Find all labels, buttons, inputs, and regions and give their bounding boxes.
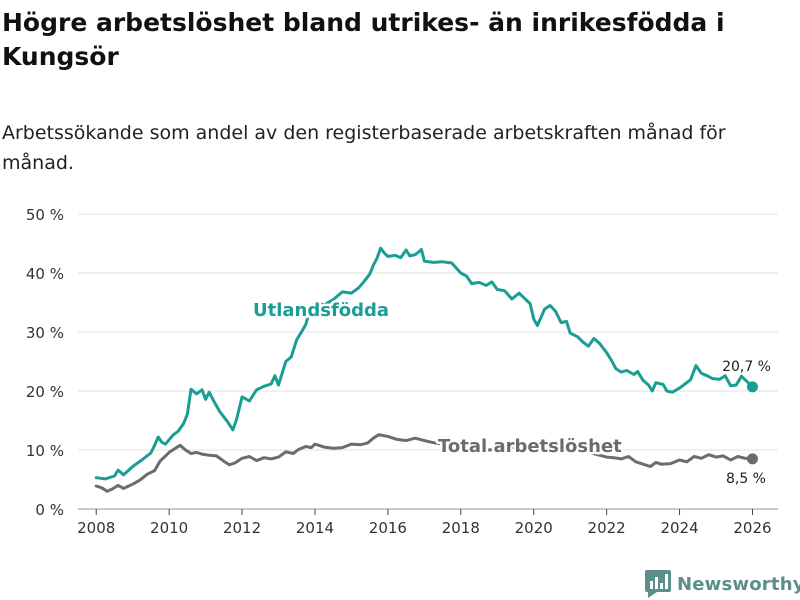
y-tick-label: 0 % [35,501,64,519]
end-point-marker [746,453,758,465]
chart-subtitle: Arbetssökande som andel av den registerb… [2,122,726,174]
x-tick-label: 2008 [77,519,115,537]
y-tick-label: 10 % [26,442,64,460]
x-tick-label: 2024 [660,519,698,537]
series-labels: Utlandsfödda 20,7 % Total arbetslöshet 8,5 … [251,298,772,488]
series-label: Total arbetslöshet [438,436,622,457]
series-label: Utlandsfödda [253,300,389,321]
series-lines [94,246,758,493]
x-tick-label: 2026 [733,519,771,537]
x-tick-label: 2010 [150,519,188,537]
y-tick-label: 20 % [26,383,64,401]
end-point-marker [746,381,758,393]
brand-name: Newsworthy [677,573,800,595]
x-tick-label: 2012 [223,519,261,537]
end-value-label: 8,5 % [726,471,766,487]
x-tick-label: 2018 [442,519,480,537]
x-tick-label: 2022 [588,519,626,537]
bar-chart-logo-icon [645,570,671,598]
axes: 0 % 10 % 20 % 30 % 40 % 50 % 2008 2010 2012 2014 2… [26,206,772,537]
gridlines [78,213,778,510]
y-tick-label: 50 % [26,206,64,224]
x-tick-label: 2016 [369,519,407,537]
y-tick-label: 30 % [26,324,64,342]
newsworthy-logo[interactable]: Newsworthy [645,569,800,599]
y-tick-label: 40 % [26,265,64,283]
x-tick-label: 2014 [296,519,334,537]
end-value-label: 20,7 % [722,359,771,375]
x-tick-label: 2020 [515,519,553,537]
series-line-utlandsfödda [94,246,754,481]
chart-title: Högre arbetslöshet bland utrikes- än inr… [2,8,725,71]
series-line-total-arbetslöshet [94,433,754,493]
